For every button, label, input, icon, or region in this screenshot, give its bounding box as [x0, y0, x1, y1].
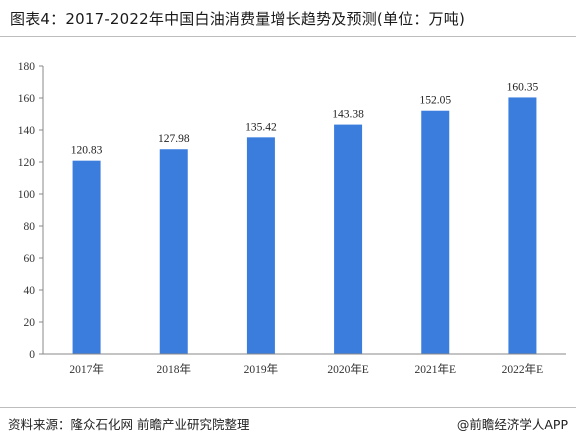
- y-tick-label: 40: [24, 285, 36, 297]
- data-label: 120.83: [71, 145, 103, 157]
- y-tick-label: 160: [18, 93, 36, 105]
- bar-2019年: [246, 137, 275, 354]
- bar-2021年E: [421, 110, 450, 354]
- title-divider: [0, 36, 576, 37]
- bar-2017年: [72, 160, 101, 354]
- x-tick-label: 2019年: [244, 362, 279, 376]
- y-tick-label: 60: [24, 253, 36, 265]
- x-axis: 2017年 2018年 2019年 2020年E 2021年E 2022年E: [43, 353, 566, 376]
- x-tick-label: 2021年E: [414, 362, 456, 376]
- x-tick-label: 2018年: [157, 362, 192, 376]
- x-tick-label: 2017年: [69, 362, 104, 376]
- y-tick-label: 0: [29, 349, 35, 361]
- bar-2020年E: [334, 124, 363, 354]
- bars-group: 120.83 127.98 135.42 143.38 152.05 160.35: [71, 81, 539, 354]
- data-label: 160.35: [507, 81, 539, 93]
- data-label: 127.98: [158, 133, 190, 145]
- chart-title: 图表4：2017-2022年中国白油消费量增长趋势及预测(单位：万吨): [10, 10, 466, 28]
- y-tick-label: 180: [18, 61, 36, 73]
- y-tick-label: 20: [24, 317, 36, 329]
- y-axis: 0 20 40 60 80 100 120 140 160 180: [18, 61, 44, 361]
- x-tick-label: 2022年E: [502, 362, 544, 376]
- footer-divider: [0, 407, 576, 408]
- data-label: 152.05: [419, 95, 451, 107]
- bar-2018年: [159, 149, 188, 354]
- y-tick-label: 100: [18, 189, 36, 201]
- source-note: 资料来源：隆众石化网 前瞻产业研究院整理: [8, 417, 250, 432]
- y-tick-label: 80: [24, 221, 36, 233]
- data-label: 135.42: [245, 121, 277, 133]
- data-label: 143.38: [332, 109, 364, 121]
- y-tick-label: 120: [18, 157, 36, 169]
- x-tick-label: 2020年E: [327, 362, 369, 376]
- credit-note: @前瞻经济学人APP: [456, 417, 568, 432]
- bar-2022年E: [508, 97, 537, 354]
- y-tick-label: 140: [18, 125, 36, 137]
